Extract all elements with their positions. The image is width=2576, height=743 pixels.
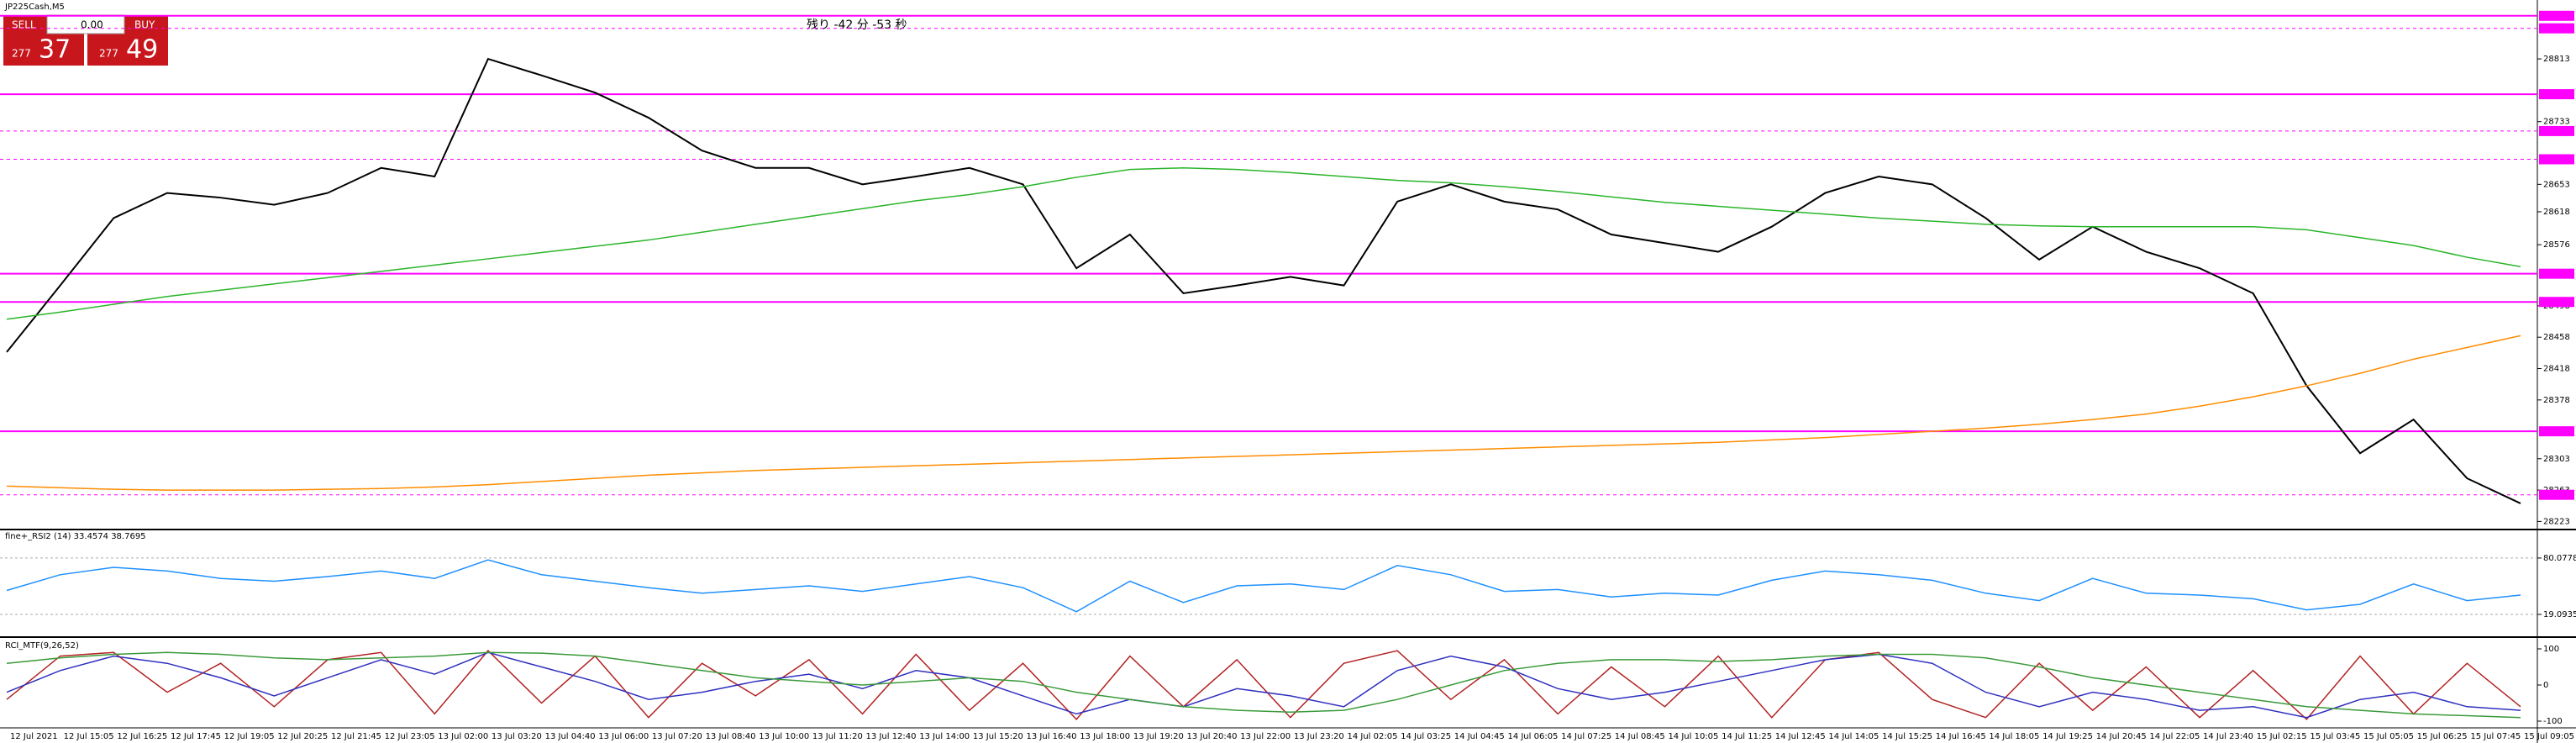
time-label: 13 Jul 06:00	[598, 732, 649, 741]
level-tag	[2539, 297, 2574, 308]
y-tick-label: 28733	[2543, 118, 2570, 127]
time-label: 12 Jul 21:45	[331, 732, 381, 741]
time-label: 14 Jul 14:05	[1828, 732, 1879, 741]
time-label: 13 Jul 11:20	[812, 732, 863, 741]
time-label: 13 Jul 04:40	[545, 732, 596, 741]
time-label: 14 Jul 02:05	[1347, 732, 1397, 741]
time-label: 14 Jul 20:45	[2096, 732, 2147, 741]
y-tick-label: 19.0935	[2543, 610, 2576, 619]
time-label: 14 Jul 03:25	[1401, 732, 1451, 741]
lot: 0.00	[81, 19, 103, 31]
time-label: 14 Jul 12:45	[1775, 732, 1826, 741]
time-label: 12 Jul 17:45	[171, 732, 221, 741]
series-line	[6, 335, 2521, 491]
time-label: 14 Jul 04:45	[1454, 732, 1505, 741]
symbol: JP225Cash,M5	[4, 3, 65, 12]
time-label: 14 Jul 16:45	[1936, 732, 1986, 741]
y-tick-label: 28378	[2543, 396, 2570, 405]
level-tag	[2539, 125, 2574, 136]
time-label: 13 Jul 02:00	[438, 732, 488, 741]
time-label: 13 Jul 10:00	[759, 732, 809, 741]
sell-price-big: 37	[39, 35, 71, 65]
time-label: 12 Jul 16:25	[117, 732, 167, 741]
time-label: 13 Jul 19:20	[1133, 732, 1184, 741]
y-tick-label: 80.0778	[2543, 554, 2576, 563]
time-label: 12 Jul 20:25	[277, 732, 328, 741]
level-tag	[2539, 426, 2574, 437]
indicator-title: RCI_MTF(9,26,52)	[5, 641, 79, 651]
time-label: 13 Jul 18:00	[1080, 732, 1130, 741]
time-label: 14 Jul 18:05	[1989, 732, 2039, 741]
y-tick-label: 100	[2543, 645, 2559, 654]
series-line	[6, 57, 2521, 504]
buy-label: BUY	[134, 19, 155, 31]
time-label: 13 Jul 08:40	[706, 732, 756, 741]
time-label: 14 Jul 08:45	[1615, 732, 1665, 741]
sell-label: SELL	[12, 19, 36, 31]
time-label: 15 Jul 03:45	[2310, 732, 2360, 741]
time-label: 13 Jul 15:20	[973, 732, 1023, 741]
level-tag	[2539, 23, 2574, 34]
time-label: 15 Jul 07:45	[2470, 732, 2521, 741]
time-label: 14 Jul 07:25	[1561, 732, 1611, 741]
y-tick-label: 0	[2543, 681, 2548, 690]
time-label: 13 Jul 14:00	[919, 732, 970, 741]
time-label: 13 Jul 03:20	[492, 732, 542, 741]
y-tick-label: 28458	[2543, 333, 2570, 342]
y-tick-label: 28576	[2543, 240, 2570, 250]
time-label: 15 Jul 09:05	[2524, 732, 2574, 741]
time-label: 15 Jul 06:25	[2417, 732, 2468, 741]
time-label: 12 Jul 2021	[10, 732, 58, 741]
y-tick-label: 28418	[2543, 365, 2570, 374]
time-label: 15 Jul 02:15	[2257, 732, 2307, 741]
y-tick-label: -100	[2543, 717, 2563, 726]
time-label: 14 Jul 19:25	[2042, 732, 2093, 741]
series-line	[6, 166, 2521, 320]
time-label: 13 Jul 12:40	[866, 732, 917, 741]
y-tick-label: 28653	[2543, 180, 2570, 189]
y-tick-label: 28618	[2543, 208, 2570, 217]
level-tag	[2539, 489, 2574, 500]
time-label: 13 Jul 20:40	[1187, 732, 1238, 741]
level-tag	[2539, 268, 2574, 279]
time-label: 12 Jul 23:05	[385, 732, 435, 741]
series-line	[6, 650, 2521, 720]
y-tick-label: 28223	[2543, 517, 2570, 526]
time-label: 14 Jul 23:40	[2203, 732, 2253, 741]
series-line	[6, 651, 2521, 719]
y-tick-label: 28303	[2543, 455, 2570, 464]
time-label: 12 Jul 15:05	[64, 732, 114, 741]
time-label: 12 Jul 19:05	[224, 732, 275, 741]
time-label: 14 Jul 10:05	[1668, 732, 1718, 741]
time-label: 14 Jul 15:25	[1882, 732, 1932, 741]
time-label: 14 Jul 11:25	[1722, 732, 1772, 741]
time-label: 15 Jul 05:05	[2363, 732, 2414, 741]
series-line	[6, 651, 2521, 719]
sell-price-small: 277	[12, 48, 31, 60]
level-tag	[2539, 89, 2574, 100]
time-label: 13 Jul 07:20	[652, 732, 702, 741]
series-line	[6, 559, 2521, 613]
time-label: 14 Jul 22:05	[2149, 732, 2200, 741]
y-tick-label: 28813	[2543, 55, 2570, 64]
buy-price-big: 49	[126, 35, 158, 65]
time-label: 14 Jul 06:05	[1507, 732, 1558, 741]
level-tag	[2539, 154, 2574, 165]
time-label: 13 Jul 22:00	[1240, 732, 1291, 741]
time-label: 13 Jul 16:40	[1027, 732, 1077, 741]
indicator-title: fine+_RSI2 (14) 33.4574 38.7695	[5, 532, 146, 541]
time-label: 13 Jul 23:20	[1294, 732, 1344, 741]
buy-price-small: 277	[99, 48, 118, 60]
countdown: 残り -42 分 -53 秒	[807, 18, 907, 32]
level-tag	[2539, 10, 2574, 21]
